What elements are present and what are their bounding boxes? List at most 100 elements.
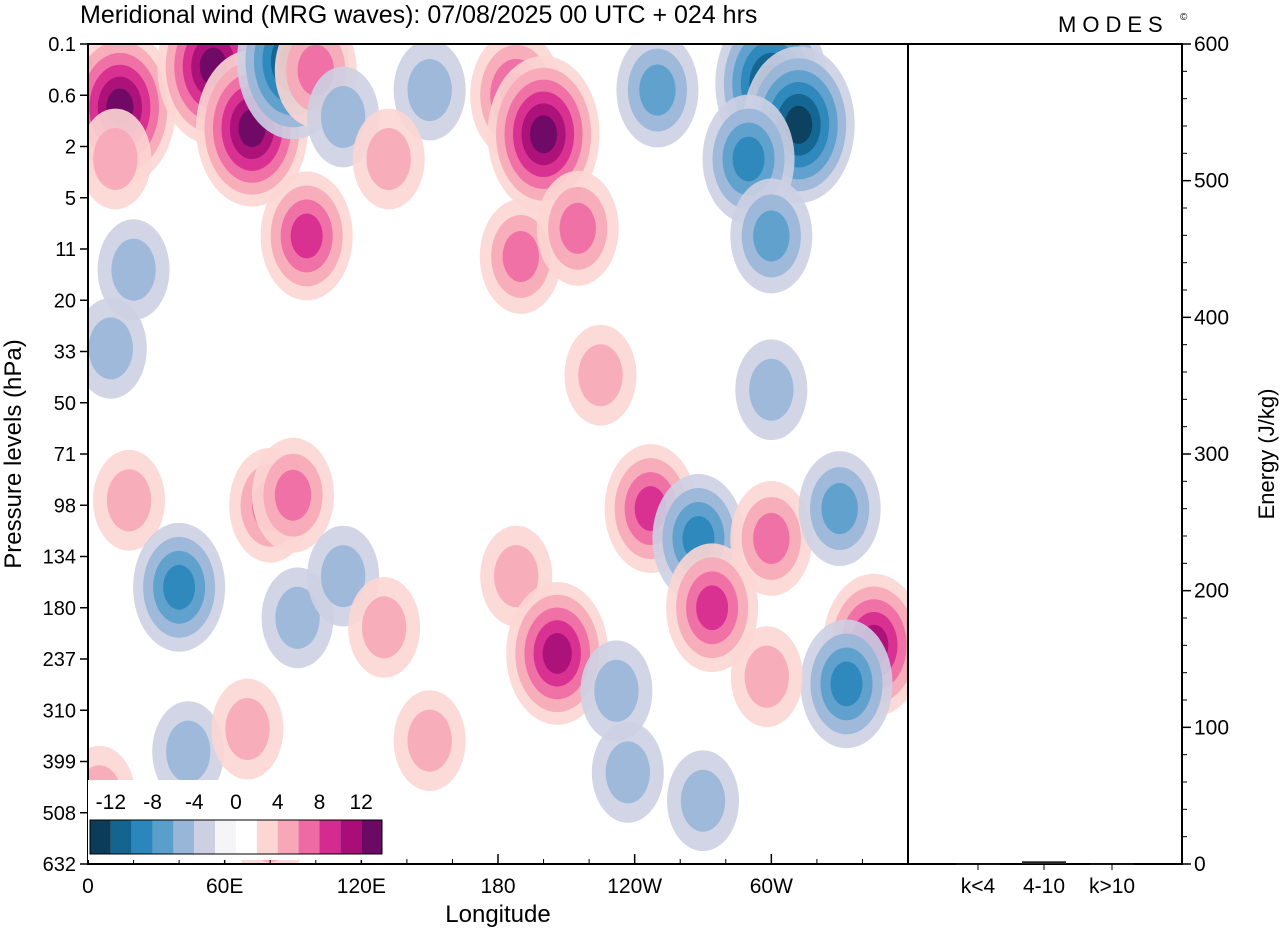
y-tick-label: 98: [54, 495, 76, 517]
y-tick-label: 71: [54, 444, 76, 466]
colorbar-swatch: [319, 820, 341, 854]
contour-band: [753, 210, 790, 262]
colorbar-label: 4: [272, 791, 284, 814]
energy-tick-label: 0: [1194, 853, 1206, 876]
colorbar-label: -8: [143, 791, 162, 814]
contour-band: [680, 769, 726, 832]
contour-band: [163, 564, 196, 610]
energy-tick-label: 600: [1194, 33, 1229, 56]
colorbar-border: [89, 819, 383, 855]
y-tick-label: 180: [43, 598, 76, 620]
energy-category-label: k>10: [1089, 875, 1135, 898]
contour-band: [785, 105, 813, 144]
energy-category-label: k<4: [961, 875, 996, 898]
y-tick-label: 134: [43, 547, 76, 569]
modes-logo-mark: ©: [1180, 12, 1188, 23]
chart-title: Meridional wind (MRG waves): 07/08/2025 …: [80, 1, 757, 29]
x-tick-label: 180: [480, 875, 515, 898]
contour-band: [106, 469, 152, 532]
colorbar-swatch: [194, 820, 216, 854]
energy-tick-label: 400: [1194, 306, 1229, 329]
colorbar-swatches: [89, 819, 383, 855]
colorbar-swatch: [361, 820, 382, 854]
contour-band: [494, 545, 539, 608]
contour-band: [749, 358, 794, 421]
x-tick-label: 60W: [750, 875, 793, 898]
contour-band: [821, 483, 858, 535]
y-tick-label: 237: [43, 649, 76, 671]
colorbar-swatch: [277, 820, 299, 854]
contour-band: [578, 344, 623, 407]
y-tick-label: 20: [54, 290, 76, 312]
energy-tick-label: 100: [1194, 716, 1229, 739]
contour-band: [111, 238, 156, 301]
contour-band: [290, 213, 323, 259]
y-tick-label: 2: [65, 137, 76, 159]
x-tick-label: 120W: [607, 875, 662, 898]
energy-axis-label: Energy (J/kg): [1254, 389, 1279, 520]
y-axis-label: Pressure levels (hPa): [0, 339, 27, 568]
y-axis: 0.1 0.6 2 5 11 20 33 50 71 98 134 180 237 310 399 508 63…: [43, 34, 88, 876]
y-tick-label: 33: [54, 342, 76, 364]
colorbar-label: 12: [349, 791, 372, 814]
contour-band: [639, 64, 676, 116]
x-tick-label: 0: [82, 875, 94, 898]
y-tick-label: 310: [43, 700, 76, 722]
energy-panel: k<4 4-10 k>10 0 100 200 300 400 500 600 Energy (…: [907, 33, 1279, 898]
colorbar-swatch: [340, 820, 362, 854]
colorbar-label: 0: [230, 791, 242, 814]
y-tick-label: 632: [43, 854, 76, 876]
colorbar-swatch: [256, 820, 278, 854]
energy-tick-label: 200: [1194, 580, 1229, 603]
contour-band: [542, 633, 572, 674]
colorbar-swatch: [131, 820, 153, 854]
energy-frame: [907, 43, 1183, 865]
contour-band: [361, 596, 407, 659]
colorbar: -12 -8 -4 0 4 8 12: [88, 780, 384, 860]
energy-bars: k<4 4-10 k>10: [956, 861, 1135, 898]
y-tick-label: 508: [43, 803, 76, 825]
colorbar-swatch: [298, 820, 320, 854]
contour-band: [407, 709, 452, 772]
contour-band: [407, 59, 452, 122]
x-tick-label: 60E: [206, 875, 243, 898]
energy-category-label: 4-10: [1023, 875, 1065, 898]
contour-band: [502, 230, 539, 282]
contour-band: [320, 85, 366, 149]
contour-band: [275, 586, 320, 649]
contour-band: [166, 720, 211, 783]
contour-band: [594, 659, 639, 722]
colorbar-labels: -12 -8 -4 0 4 8 12: [96, 791, 373, 814]
y-tick-label: 50: [54, 393, 76, 415]
energy-tick-label: 300: [1194, 443, 1229, 466]
colorbar-swatch: [215, 820, 236, 854]
colorbar-swatch: [90, 820, 111, 854]
x-axis-label: Longitude: [445, 901, 550, 928]
energy-axis: 0 100 200 300 400 500 600: [1182, 33, 1229, 876]
y-tick-label: 0.6: [48, 85, 76, 107]
x-axis: 0 60E 120E 180 120W 60W: [82, 854, 863, 898]
energy-bar: [1022, 861, 1066, 864]
y-tick-label: 5: [65, 188, 76, 210]
contour-band: [88, 317, 133, 380]
contour-band: [605, 741, 650, 804]
y-tick-label: 11: [55, 239, 76, 261]
energy-tick-label: 500: [1194, 170, 1229, 193]
y-tick-label: 0.1: [48, 34, 76, 56]
colorbar-swatch: [152, 820, 174, 854]
contour-band: [529, 115, 558, 154]
contour-band: [366, 127, 411, 190]
contour-band: [320, 545, 366, 608]
colorbar-label: 8: [314, 791, 326, 814]
contour-band: [696, 585, 729, 631]
colorbar-label: -4: [185, 791, 204, 814]
contour-band: [830, 661, 863, 707]
contour-band: [225, 697, 270, 761]
y-tick-label: 399: [43, 752, 76, 774]
x-tick-label: 120E: [337, 875, 386, 898]
contour-band: [93, 127, 138, 190]
contour-band: [559, 202, 596, 254]
contour-band: [753, 512, 790, 564]
colorbar-label: -12: [96, 791, 126, 814]
